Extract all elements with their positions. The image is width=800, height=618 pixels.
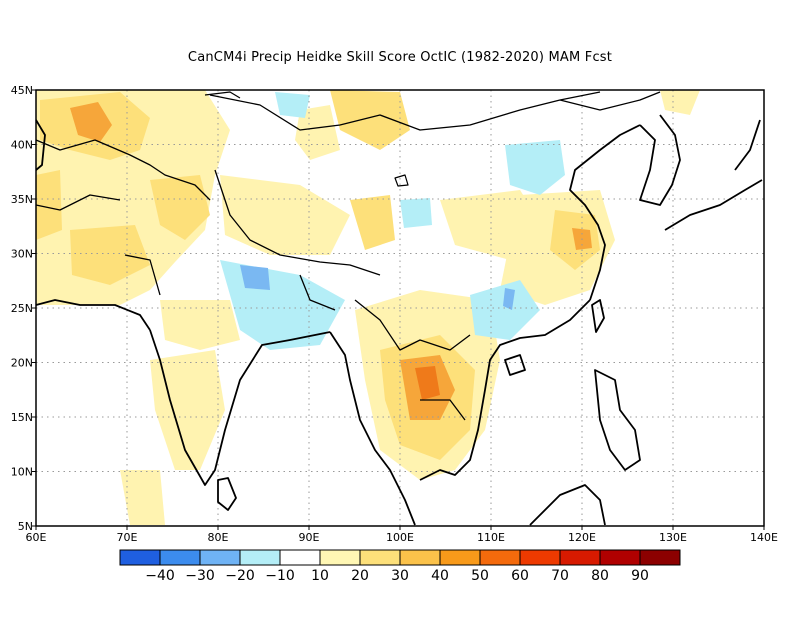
positive-skill-area: [295, 105, 340, 160]
coastline-china: [569, 124, 641, 301]
positive-skill-area: [160, 300, 240, 350]
positive-skill-area: [220, 175, 350, 255]
positive-skill-area: [660, 90, 700, 115]
coastline-caspian: [35, 119, 46, 171]
longitude-ticks: 60E 70E 80E 90E 100E 110E 120E 130E 140E: [26, 526, 778, 544]
lon-tick-label: 60E: [26, 531, 47, 544]
colorbar-label: 40: [431, 568, 449, 584]
lat-tick-label: 40N: [11, 139, 33, 152]
colorbar-swatch: [559, 549, 601, 566]
colorbar-label: −40: [145, 568, 175, 584]
lon-tick-label: 120E: [568, 531, 596, 544]
colorbar-swatch: [639, 549, 681, 566]
lat-tick-label: 15N: [11, 411, 33, 424]
colorbar-label: 90: [631, 568, 649, 584]
colorbar-swatch: [199, 549, 241, 566]
lat-tick-label: 45N: [11, 84, 33, 97]
colorbar-swatch: [119, 549, 161, 566]
colorbar-label: 10: [311, 568, 329, 584]
coastline-hainan: [504, 354, 526, 376]
colorbar: [119, 549, 681, 566]
positive-skill-area: [36, 170, 62, 240]
colorbar-label: 60: [511, 568, 529, 584]
positive-skill-area: [350, 195, 395, 250]
positive-skill-area: [70, 102, 112, 142]
positive-skill-area: [330, 90, 410, 150]
lat-tick-label: 20N: [11, 357, 33, 370]
skill-shading: [36, 90, 700, 525]
colorbar-label: 20: [351, 568, 369, 584]
lon-tick-label: 110E: [477, 531, 505, 544]
coastline-sri-lanka: [217, 477, 237, 511]
lon-tick-label: 80E: [208, 531, 229, 544]
negative-skill-area: [275, 92, 310, 118]
negative-skill-area: [470, 280, 540, 340]
positive-skill-area: [150, 175, 210, 240]
lat-tick-label: 25N: [11, 302, 33, 315]
coastline-korea: [639, 114, 681, 206]
positive-skill-area: [70, 225, 150, 285]
colorbar-swatch: [399, 549, 441, 566]
lake: [394, 174, 409, 187]
lon-tick-label: 90E: [299, 531, 320, 544]
colorbar-label: 80: [591, 568, 609, 584]
lat-tick-label: 5N: [18, 520, 33, 533]
negative-skill-area: [505, 140, 565, 195]
positive-skill-area: [120, 470, 165, 525]
lon-tick-label: 100E: [386, 531, 414, 544]
colorbar-swatch: [239, 549, 281, 566]
coastline-myanmar: [329, 331, 416, 526]
negative-skill-area: [503, 288, 515, 310]
coastline-gulf-thailand: [419, 299, 591, 481]
colorbar-swatch: [279, 549, 321, 566]
colorbar-label: 30: [391, 568, 409, 584]
gridlines: [36, 90, 764, 526]
lake-balkhash: [204, 91, 241, 99]
colorbar-label: −20: [225, 568, 255, 584]
coastlines: [35, 91, 763, 526]
colorbar-labels: −40 −30 −20 −10 10 20 30 40 50 60 70 80 90: [145, 568, 649, 584]
colorbar-label: −30: [185, 568, 215, 584]
coastline-taiwan: [591, 299, 605, 333]
colorbar-label: 70: [551, 568, 569, 584]
lat-tick-label: 35N: [11, 193, 33, 206]
colorbar-swatch: [599, 549, 641, 566]
coastline-philippines: [594, 369, 641, 471]
colorbar-swatch: [439, 549, 481, 566]
negative-skill-area: [240, 265, 270, 290]
lat-tick-label: 30N: [11, 248, 33, 261]
negative-skill-area: [400, 198, 432, 228]
map-title: CanCM4i Precip Heidke Skill Score OctIC …: [187, 50, 613, 65]
coastline-japan: [664, 179, 763, 231]
colorbar-swatch: [479, 549, 521, 566]
lat-tick-label: 10N: [11, 466, 33, 479]
lon-tick-label: 130E: [659, 531, 687, 544]
coastline-india: [149, 329, 331, 486]
coastline-iran: [35, 299, 151, 331]
positive-skill-area: [150, 350, 225, 470]
lon-tick-label: 140E: [750, 531, 778, 544]
coastline-borneo: [529, 484, 606, 526]
coastline-japan-north: [734, 119, 761, 171]
colorbar-label: −10: [265, 568, 295, 584]
country-borders: [35, 91, 661, 421]
colorbar-swatch: [359, 549, 401, 566]
lon-tick-label: 70E: [117, 531, 138, 544]
colorbar-swatch: [319, 549, 361, 566]
positive-skill-area: [415, 366, 440, 400]
latitude-ticks: 5N 10N 15N 20N 25N 30N 35N 40N 45N: [11, 84, 36, 533]
colorbar-swatch: [519, 549, 561, 566]
colorbar-label: 50: [471, 568, 489, 584]
colorbar-swatch: [159, 549, 201, 566]
